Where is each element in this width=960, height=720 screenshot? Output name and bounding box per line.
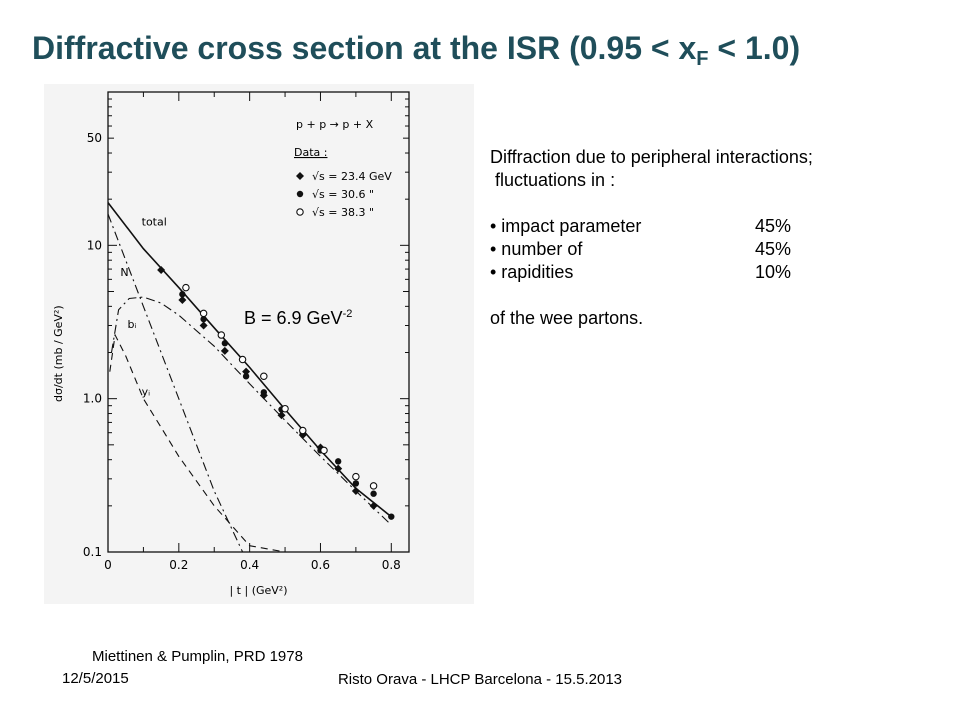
y-axis-label: dσ/dt (mb / GeV²) <box>52 305 65 402</box>
y-tick-label: 0.1 <box>83 545 102 559</box>
curve-labels: total Nbᵢ yᵢ <box>120 215 166 398</box>
reaction-label: p + p → p + X <box>296 118 374 131</box>
list-item-label: • rapidities <box>490 262 574 282</box>
curve-solid <box>107 202 392 518</box>
y-tick-label: 1.0 <box>83 392 102 406</box>
legend-marker <box>296 190 304 198</box>
data-point <box>238 355 247 364</box>
curve-label: N <box>120 266 128 279</box>
data-point <box>221 340 229 347</box>
list-item: • number of 45% <box>490 238 940 261</box>
data-point <box>157 266 166 275</box>
data-point <box>281 404 289 413</box>
plot-frame <box>107 91 410 553</box>
legend-marker <box>296 208 304 216</box>
data-point <box>334 458 342 465</box>
x-tick-label: 0.2 <box>169 558 188 572</box>
legend: √s = 23.4 GeV √s = 30.6 " √s = 38.3 " <box>296 170 392 219</box>
data-point <box>260 389 268 396</box>
data-point <box>299 426 307 435</box>
list-item-label: • number of <box>490 239 583 259</box>
x-axis-label: | t | (GeV²) <box>229 584 287 597</box>
x-tick-label: 0.6 <box>311 558 330 572</box>
y-tick-label: 50 <box>87 131 102 145</box>
legend-label: √s = 23.4 GeV <box>312 170 392 183</box>
data-point <box>199 309 208 318</box>
slide-title: Diffractive cross section at the ISR (0.… <box>32 30 801 70</box>
slope-exponent: -2 <box>342 308 353 320</box>
data-point <box>220 346 229 355</box>
explanation-text: Diffraction due to peripheral interactio… <box>490 146 940 330</box>
title-subscript: F <box>696 48 709 70</box>
data-point <box>200 315 207 323</box>
curve-dash-dot <box>107 213 244 553</box>
list-item: • rapidities 10% <box>490 261 940 284</box>
data-point <box>369 482 378 490</box>
list-item: • impact parameter 45% <box>490 215 940 238</box>
footer-date: 12/5/2015 <box>62 670 129 687</box>
data-point <box>242 367 251 376</box>
curve-label: bᵢ <box>127 318 136 331</box>
list-item-value: 45% <box>755 239 792 259</box>
data-point <box>369 501 378 510</box>
citation: Miettinen & Pumplin, PRD 1978 <box>92 648 303 665</box>
curves-layer <box>107 202 392 553</box>
footer-author: Risto Orava - LHCP Barcelona - 15.5.2013 <box>337 671 623 688</box>
slope-annotation: B = 6.9 GeV-2 <box>244 308 353 328</box>
data-point <box>388 513 395 520</box>
curve-dash-dot <box>110 296 392 526</box>
data-point <box>320 446 328 455</box>
data-point <box>182 283 190 292</box>
x-tick-label: 0.8 <box>382 558 401 572</box>
data-point <box>260 372 268 381</box>
cross-section-figure: 0.1 1.0 10 50 0 0.2 0.4 0.6 0.8 p + p → p + X Da… <box>44 84 474 604</box>
axes-layer: 0.1 1.0 10 50 0 0.2 0.4 0.6 0.8 <box>83 92 409 572</box>
data-point <box>351 486 360 495</box>
list-item-label: • impact parameter <box>490 216 642 236</box>
data-point <box>352 472 360 481</box>
curve-label: total <box>142 215 167 228</box>
x-tick-label: 0 <box>104 558 112 572</box>
data-point <box>277 411 286 420</box>
notes-line-1: Diffraction due to peripheral interactio… <box>490 147 813 167</box>
curve-dashed <box>109 333 286 553</box>
data-point <box>352 480 360 487</box>
points-layer <box>157 266 395 520</box>
data-point <box>179 291 186 298</box>
cross-section-chart: 0.1 1.0 10 50 0 0.2 0.4 0.6 0.8 p + p → p + X Da… <box>44 84 474 604</box>
list-item-value: 10% <box>755 262 792 282</box>
data-point <box>242 373 250 380</box>
notes-line-2: fluctuations in : <box>490 170 616 190</box>
list-item-value: 45% <box>755 216 792 236</box>
data-point <box>178 296 187 305</box>
legend-marker <box>296 172 304 180</box>
data-point <box>370 490 377 497</box>
legend-title: Data : <box>294 146 327 159</box>
y-tick-label: 10 <box>87 238 102 252</box>
x-tick-label: 0.4 <box>240 558 259 572</box>
data-point <box>217 331 226 339</box>
figure-background <box>44 84 474 604</box>
curve-label: yᵢ <box>142 385 151 398</box>
data-point <box>334 464 343 473</box>
data-point <box>199 321 208 330</box>
legend-label: √s = 38.3 " <box>312 206 374 219</box>
notes-closing: of the wee partons. <box>490 308 644 328</box>
legend-label: √s = 30.6 " <box>312 188 374 201</box>
